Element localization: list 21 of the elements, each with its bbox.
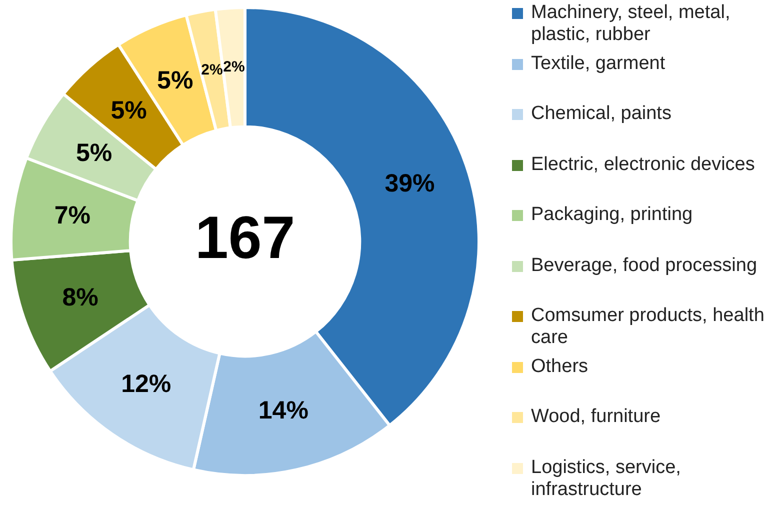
data-label: 2%	[201, 61, 223, 78]
legend-label: Others	[531, 356, 588, 378]
legend-label: Logistics, service, infrastructure	[531, 456, 682, 500]
legend-label: Packaging, printing	[531, 204, 693, 226]
data-label: 5%	[110, 96, 147, 124]
data-label: 8%	[62, 283, 98, 312]
data-label: 2%	[223, 58, 245, 76]
legend-label: Machinery, steel, metal, plastic, rubber	[531, 2, 732, 46]
data-label: 7%	[54, 202, 91, 230]
text: 167	[194, 204, 296, 272]
data-label: 14%	[258, 396, 308, 424]
legend-label: Chemical, paints	[531, 103, 672, 125]
legend-label: Beverage, food processing	[531, 254, 758, 276]
legend-label: Textile, garment	[531, 52, 666, 74]
legend-label: Electric, electronic devices	[531, 154, 755, 176]
data-label: 12%	[121, 370, 172, 398]
legend-label: Comsumer products, health care	[531, 305, 766, 349]
legend-label: Wood, furniture	[531, 406, 661, 428]
data-label: 39%	[384, 169, 435, 198]
data-label: 5%	[76, 139, 112, 168]
data-label: 5%	[157, 66, 194, 95]
